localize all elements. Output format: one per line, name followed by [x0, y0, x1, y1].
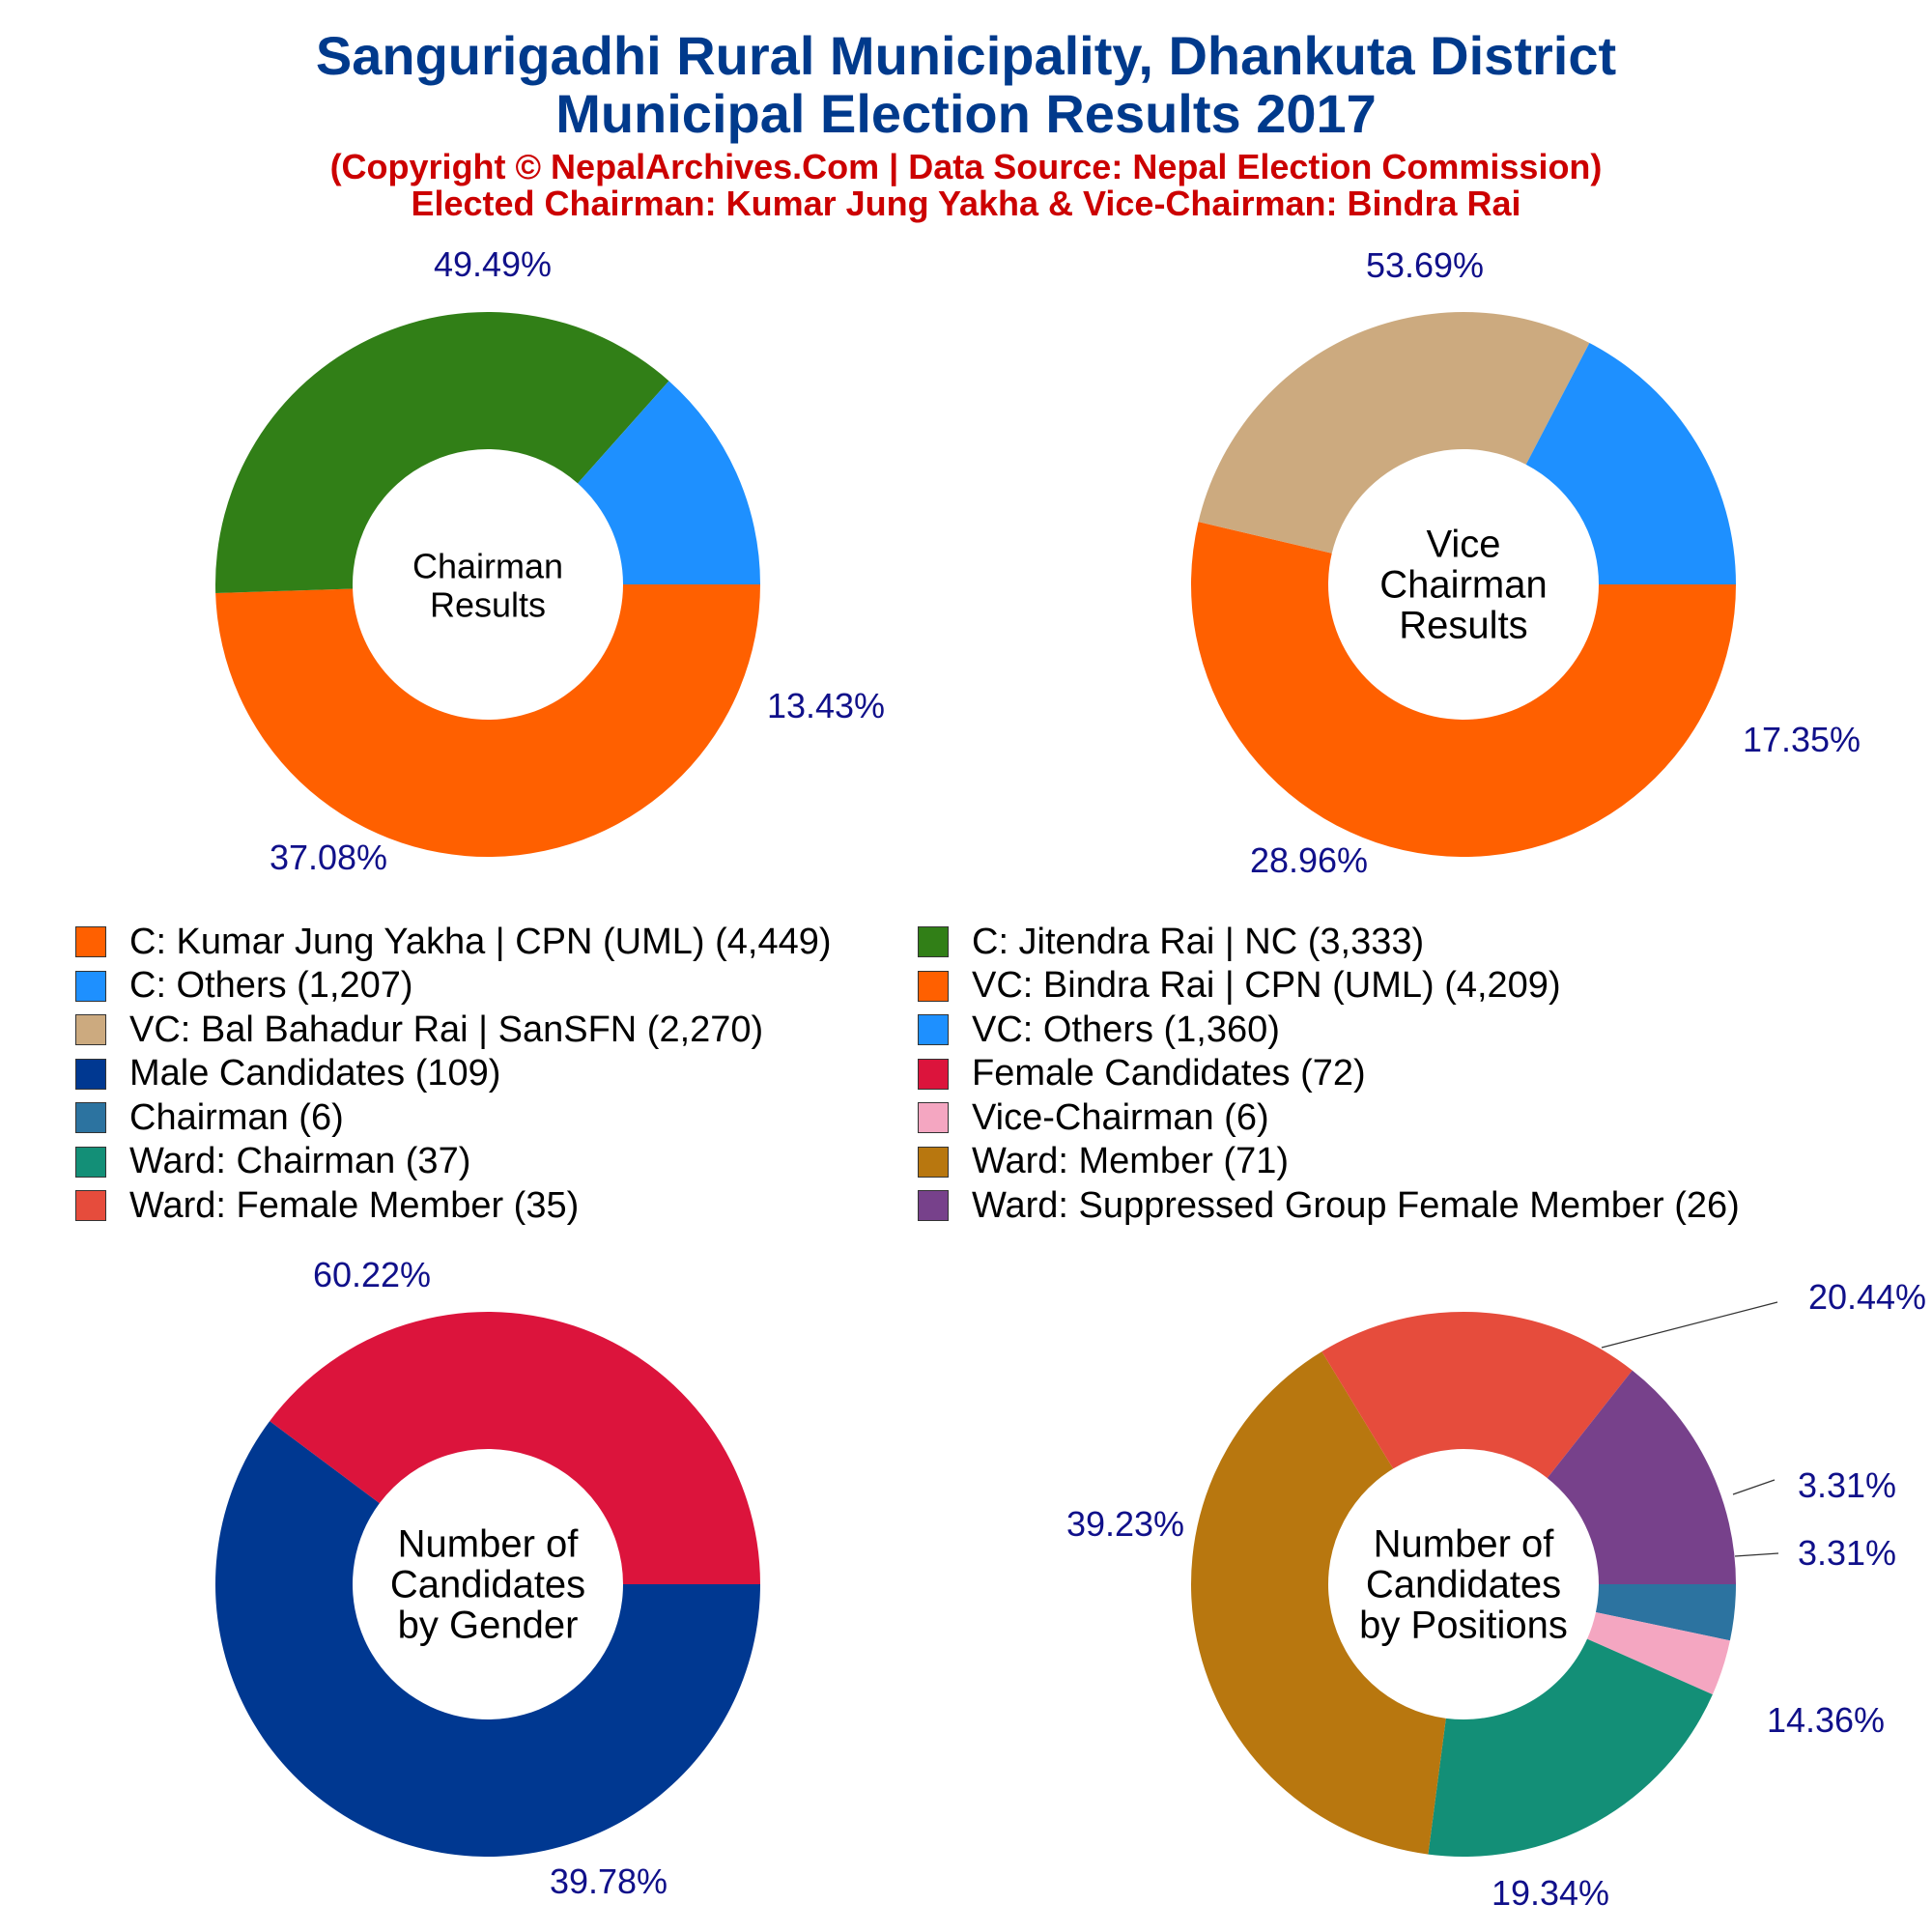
- donut-slice: [1198, 312, 1590, 554]
- donut-slice: [1190, 522, 1736, 858]
- slice-percent-label: 17.35%: [1743, 720, 1861, 759]
- donut-center-label: Results: [430, 584, 546, 624]
- slice-percent-label: 60.22%: [313, 1255, 431, 1294]
- label-leader-line: [1601, 1301, 1778, 1349]
- donut-center-label: by Positions: [1359, 1604, 1568, 1646]
- slice-percent-label: 39.78%: [550, 1861, 668, 1901]
- slice-percent-label: 3.31%: [1798, 1533, 1896, 1573]
- slice-percent-label: 19.34%: [1492, 1873, 1609, 1913]
- donut-center-label: Number of: [1374, 1522, 1555, 1565]
- donut-slice: [1587, 1611, 1730, 1695]
- slice-percent-label: 14.36%: [1767, 1700, 1885, 1740]
- slice-percent-label: 3.31%: [1798, 1465, 1896, 1505]
- donut-center-label: Candidates: [390, 1563, 585, 1605]
- donut-slice: [215, 311, 669, 593]
- donut-slice: [1525, 342, 1736, 584]
- donut-slice: [1321, 1312, 1633, 1479]
- slice-percent-label: 28.96%: [1250, 840, 1368, 880]
- donut-center-label: Vice: [1426, 523, 1500, 565]
- slice-percent-label: 39.23%: [1066, 1504, 1184, 1544]
- chart-title-line-2: Municipal Election Results 2017: [555, 83, 1377, 144]
- donut-slice: [1595, 1584, 1736, 1641]
- label-leader-line: [1732, 1479, 1776, 1495]
- slice-percent-label: 20.44%: [1808, 1277, 1926, 1317]
- slice-percent-label: 13.43%: [767, 686, 885, 725]
- slice-percent-label: 53.69%: [1366, 245, 1484, 285]
- donut-center-label: Chairman: [1379, 563, 1547, 606]
- donut-center-label: Results: [1399, 604, 1527, 646]
- donut-slice: [1428, 1638, 1713, 1857]
- chart-title-line-1: Sangurigadhi Rural Municipality, Dhankut…: [315, 25, 1617, 86]
- donut-center-label: Candidates: [1366, 1563, 1561, 1605]
- donut-slice: [215, 584, 761, 857]
- donut-slice: [578, 381, 760, 584]
- slice-percent-label: 37.08%: [270, 838, 387, 877]
- elected-subtitle: Elected Chairman: Kumar Jung Yakha & Vic…: [411, 184, 1521, 223]
- donut-center-label: Number of: [398, 1522, 580, 1565]
- donut-slice: [1547, 1370, 1736, 1584]
- copyright-subtitle: (Copyright © NepalArchives.Com | Data So…: [329, 147, 1603, 186]
- donut-center-label: Chairman: [412, 546, 563, 585]
- donut-slice: [1191, 1351, 1446, 1855]
- donut-slice: [214, 1421, 761, 1857]
- label-leader-line: [1734, 1552, 1779, 1557]
- donut-center-label: by Gender: [398, 1604, 579, 1646]
- slice-percent-label: 49.49%: [434, 244, 552, 284]
- donut-slice: [270, 1312, 760, 1584]
